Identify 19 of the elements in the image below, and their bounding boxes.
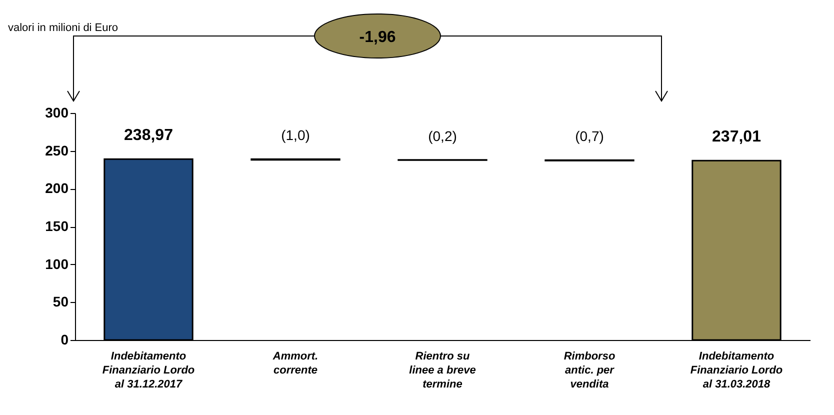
text: -1,96 [359, 29, 396, 46]
data-label: 238,97 [124, 127, 174, 144]
y-tick-label: 200 [45, 180, 69, 196]
y-tick-label: 150 [45, 218, 69, 234]
x-tick-label: Indebitamento Finanziario Lordo al 31.12.2017 [102, 350, 195, 390]
y-tick-label: 300 [45, 104, 69, 120]
data-label: (0,7) [575, 128, 604, 144]
data-label: (0,2) [428, 128, 457, 144]
y-tick-label: 100 [45, 256, 69, 272]
data-label: 237,01 [712, 128, 762, 146]
x-tick-label: Indebitamento Finanziario Lordo al 31.03.2018 [690, 350, 783, 390]
y-tick-label: 0 [60, 332, 69, 348]
x-tick-label: Rimborso antic. per vendita [564, 350, 616, 390]
y-tick-label: 250 [45, 142, 69, 158]
x-tick-label: Ammort. corrente [272, 350, 318, 376]
y-tick-label: 50 [52, 294, 69, 310]
text: valori in milioni di Euro [8, 22, 118, 34]
x-tick-label: Rientro su linee a breve termine [409, 350, 476, 390]
data-label: (1,0) [281, 127, 310, 144]
